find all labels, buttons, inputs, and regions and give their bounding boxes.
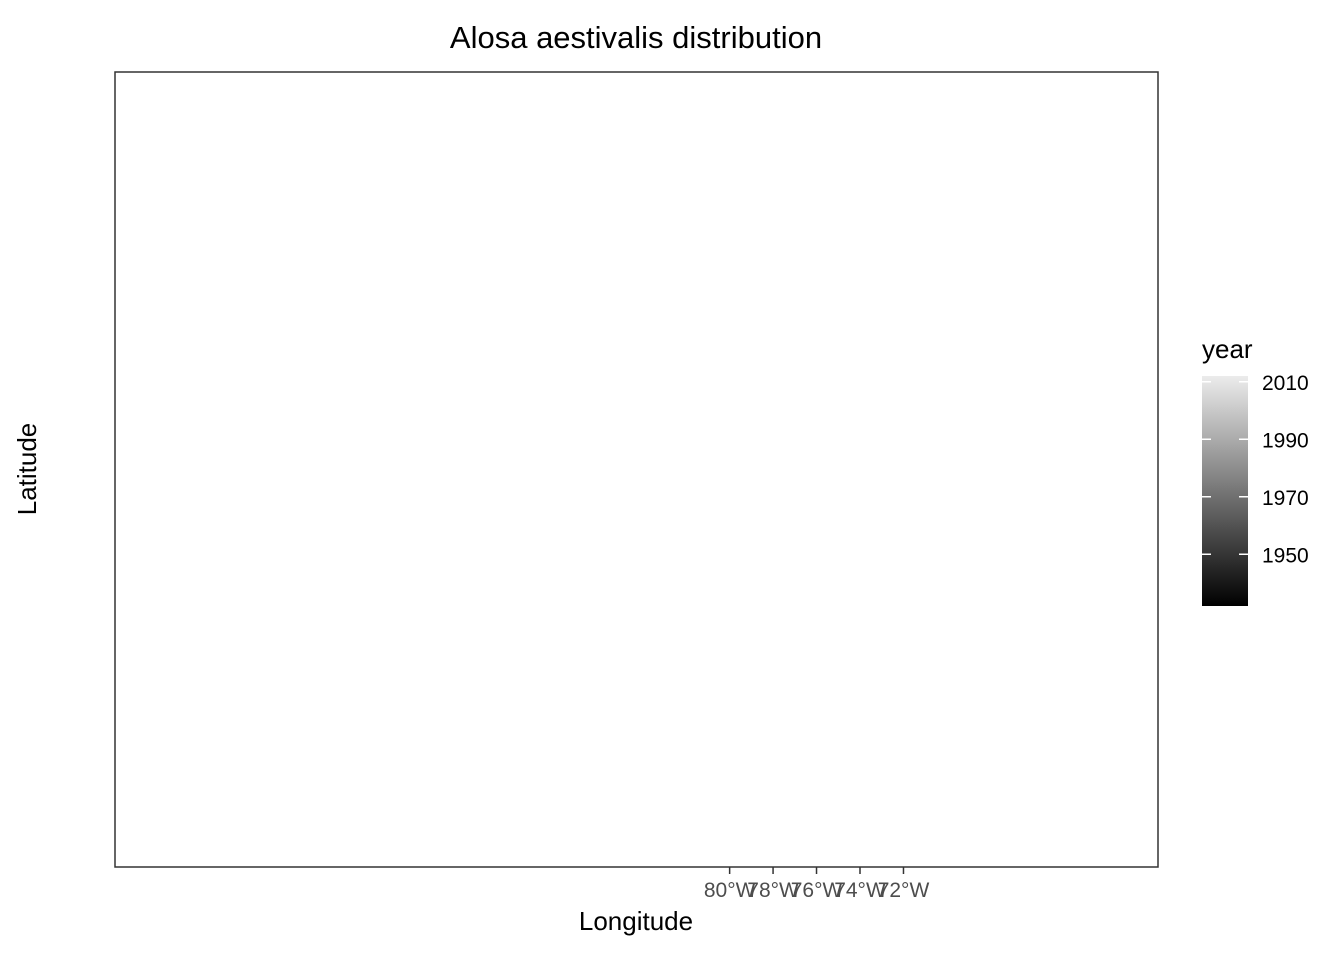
y-axis-title: Latitude — [12, 423, 42, 516]
chart-title: Alosa aestivalis distribution — [450, 20, 822, 55]
x-axis: 80°W78°W76°W74°W72°W — [704, 867, 930, 902]
x-tick-label: 76°W — [791, 879, 843, 902]
legend-title: year — [1202, 334, 1253, 364]
legend-label: 1970 — [1262, 487, 1309, 510]
legend-label: 1990 — [1262, 429, 1309, 452]
x-axis-title: Longitude — [579, 906, 693, 936]
plot-border — [114, 71, 1159, 868]
x-tick-label: 78°W — [747, 879, 799, 902]
legend-label: 1950 — [1262, 544, 1309, 567]
legend-label: 2010 — [1262, 372, 1309, 395]
x-tick-label: 74°W — [834, 879, 886, 902]
legend: year 2010 1990 1970 1950 — [1202, 334, 1309, 606]
x-tick-label: 72°W — [878, 879, 930, 902]
legend-ticks: 2010 1990 1970 1950 — [1202, 372, 1309, 567]
x-tick-label: 80°W — [704, 879, 756, 902]
plot-panel — [115, 72, 1158, 867]
legend-colorbar — [1202, 376, 1248, 606]
